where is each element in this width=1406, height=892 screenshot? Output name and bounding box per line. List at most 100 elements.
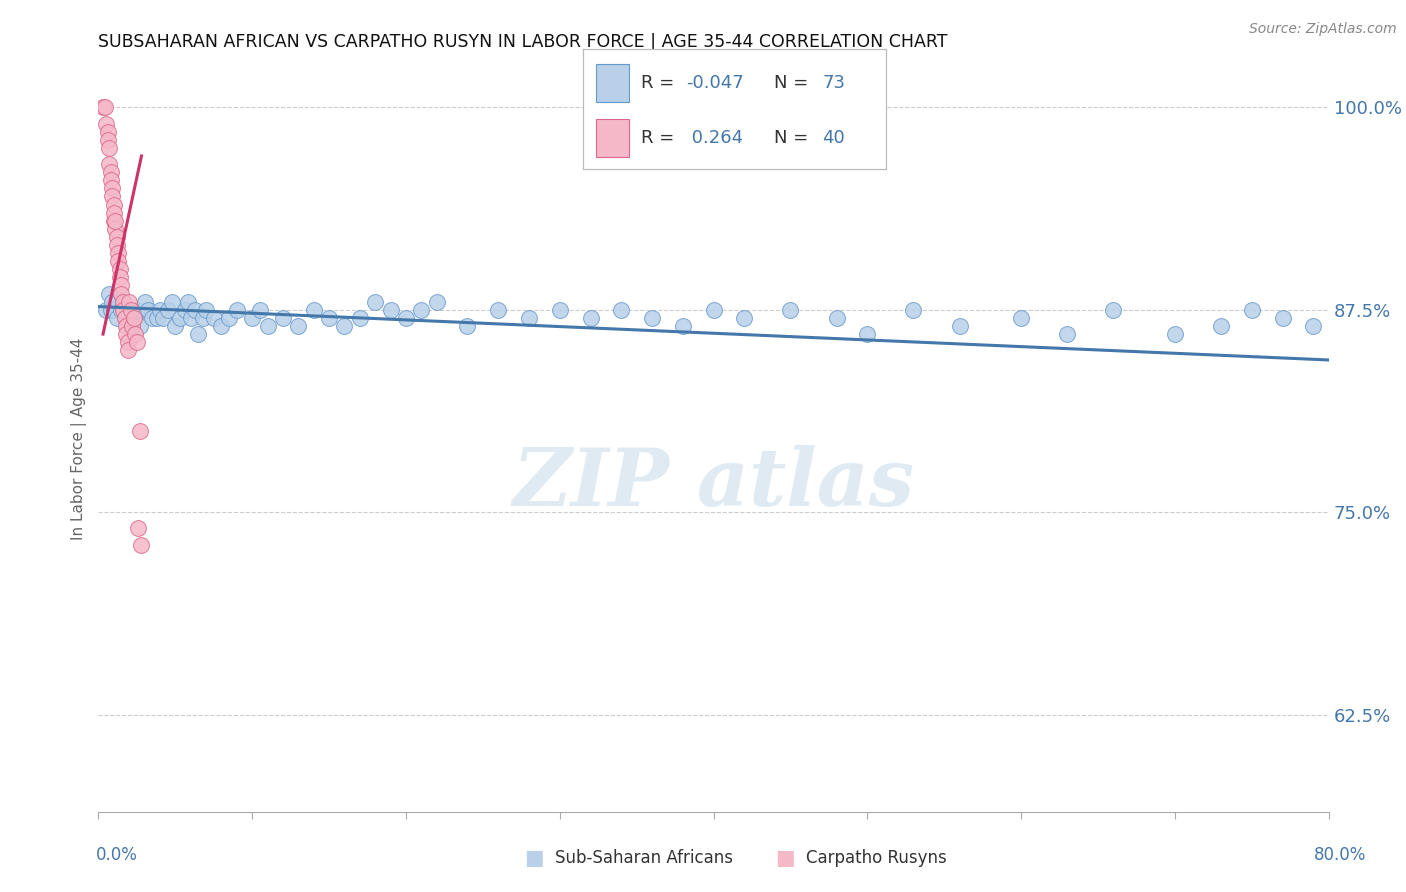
Text: N =: N =	[773, 74, 814, 92]
Point	[117, 343, 139, 358]
Point	[149, 302, 172, 317]
Point	[1102, 302, 1125, 317]
Point	[120, 302, 142, 317]
Text: SUBSAHARAN AFRICAN VS CARPATHO RUSYN IN LABOR FORCE | AGE 35-44 CORRELATION CHAR: SUBSAHARAN AFRICAN VS CARPATHO RUSYN IN …	[98, 34, 948, 52]
Point	[91, 100, 114, 114]
Point	[1240, 302, 1263, 317]
Point	[395, 310, 418, 325]
Point	[98, 286, 121, 301]
Point	[733, 310, 755, 325]
Point	[104, 213, 127, 227]
Text: N =: N =	[773, 129, 814, 147]
Text: Carpatho Rusyns: Carpatho Rusyns	[806, 849, 946, 867]
Point	[195, 302, 218, 317]
Point	[101, 294, 124, 309]
Point	[517, 310, 540, 325]
Point	[146, 310, 169, 325]
Point	[115, 310, 138, 325]
Point	[110, 278, 132, 293]
Point	[156, 302, 179, 317]
Point	[184, 302, 207, 317]
Point	[903, 302, 925, 317]
Point	[380, 302, 402, 317]
Point	[107, 246, 129, 260]
Point	[548, 302, 571, 317]
Point	[121, 318, 143, 333]
Point	[180, 310, 202, 325]
Point	[202, 310, 225, 325]
Point	[191, 310, 214, 325]
Point	[101, 181, 124, 195]
Point	[825, 310, 848, 325]
Point	[152, 310, 174, 325]
Point	[93, 100, 115, 114]
Point	[104, 222, 127, 236]
Text: 80.0%: 80.0%	[1313, 846, 1367, 863]
Point	[100, 173, 122, 187]
Point	[271, 310, 294, 325]
Point	[187, 327, 209, 342]
Point	[610, 302, 633, 317]
Point	[103, 213, 125, 227]
Bar	[596, 119, 628, 157]
Point	[579, 310, 602, 325]
Point	[949, 318, 972, 333]
Point	[124, 327, 146, 342]
Text: 40: 40	[823, 129, 845, 147]
Point	[169, 310, 191, 325]
Point	[165, 318, 187, 333]
Point	[1056, 327, 1078, 342]
Point	[703, 302, 725, 317]
Point	[108, 262, 131, 277]
Point	[115, 327, 138, 342]
Point	[125, 335, 148, 350]
Point	[131, 537, 153, 551]
Point	[1164, 327, 1187, 342]
Point	[108, 270, 131, 285]
Point	[1010, 310, 1032, 325]
Point	[98, 157, 121, 171]
Point	[101, 189, 124, 203]
Point	[240, 310, 263, 325]
Point	[125, 302, 148, 317]
Point	[176, 294, 198, 309]
Point	[318, 310, 340, 325]
Point	[112, 302, 135, 317]
Point	[103, 302, 125, 317]
Text: ■: ■	[524, 848, 544, 868]
Text: 0.264: 0.264	[686, 129, 744, 147]
Point	[122, 310, 145, 325]
Point	[110, 302, 132, 317]
Point	[141, 310, 163, 325]
Point	[249, 302, 271, 317]
Point	[136, 302, 159, 317]
Point	[1209, 318, 1232, 333]
Point	[856, 327, 879, 342]
Text: R =: R =	[641, 129, 681, 147]
Point	[97, 125, 120, 139]
Bar	[596, 63, 628, 102]
Point	[100, 165, 122, 179]
Point	[112, 294, 135, 309]
Point	[94, 117, 117, 131]
Point	[121, 318, 143, 333]
Point	[107, 294, 129, 309]
Point	[173, 302, 195, 317]
Point	[117, 335, 139, 350]
Point	[127, 521, 149, 535]
Point	[225, 302, 247, 317]
Point	[134, 294, 156, 309]
Point	[105, 238, 128, 252]
Point	[1302, 318, 1324, 333]
Point	[456, 318, 478, 333]
Point	[107, 254, 129, 268]
Text: 73: 73	[823, 74, 845, 92]
Point	[411, 302, 433, 317]
Point	[162, 294, 183, 309]
Point	[103, 205, 125, 219]
Point	[97, 133, 120, 147]
Text: 0.0%: 0.0%	[96, 846, 138, 863]
Point	[105, 310, 128, 325]
Point	[100, 302, 122, 317]
Point	[112, 294, 135, 309]
